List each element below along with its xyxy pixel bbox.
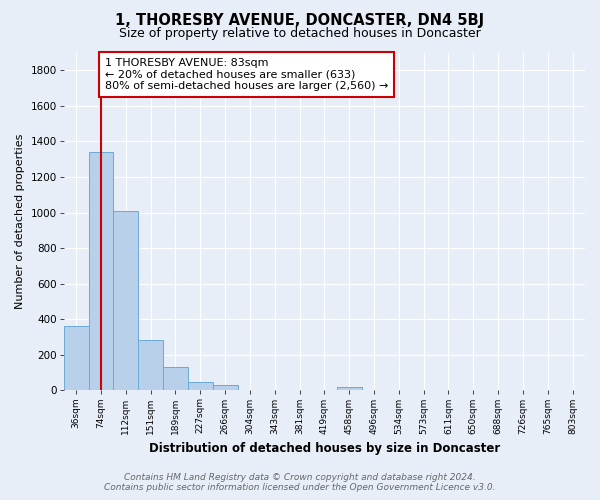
Bar <box>212 385 238 390</box>
Bar <box>113 211 138 390</box>
Y-axis label: Number of detached properties: Number of detached properties <box>15 134 25 309</box>
Bar <box>138 340 163 390</box>
Text: 1, THORESBY AVENUE, DONCASTER, DN4 5BJ: 1, THORESBY AVENUE, DONCASTER, DN4 5BJ <box>115 12 485 28</box>
Bar <box>163 367 188 390</box>
Bar <box>337 387 362 390</box>
X-axis label: Distribution of detached houses by size in Doncaster: Distribution of detached houses by size … <box>149 442 500 455</box>
Bar <box>188 382 212 390</box>
Text: Size of property relative to detached houses in Doncaster: Size of property relative to detached ho… <box>119 28 481 40</box>
Bar <box>64 326 89 390</box>
Bar <box>89 152 113 390</box>
Text: 1 THORESBY AVENUE: 83sqm
← 20% of detached houses are smaller (633)
80% of semi-: 1 THORESBY AVENUE: 83sqm ← 20% of detach… <box>105 58 388 91</box>
Text: Contains HM Land Registry data © Crown copyright and database right 2024.
Contai: Contains HM Land Registry data © Crown c… <box>104 473 496 492</box>
